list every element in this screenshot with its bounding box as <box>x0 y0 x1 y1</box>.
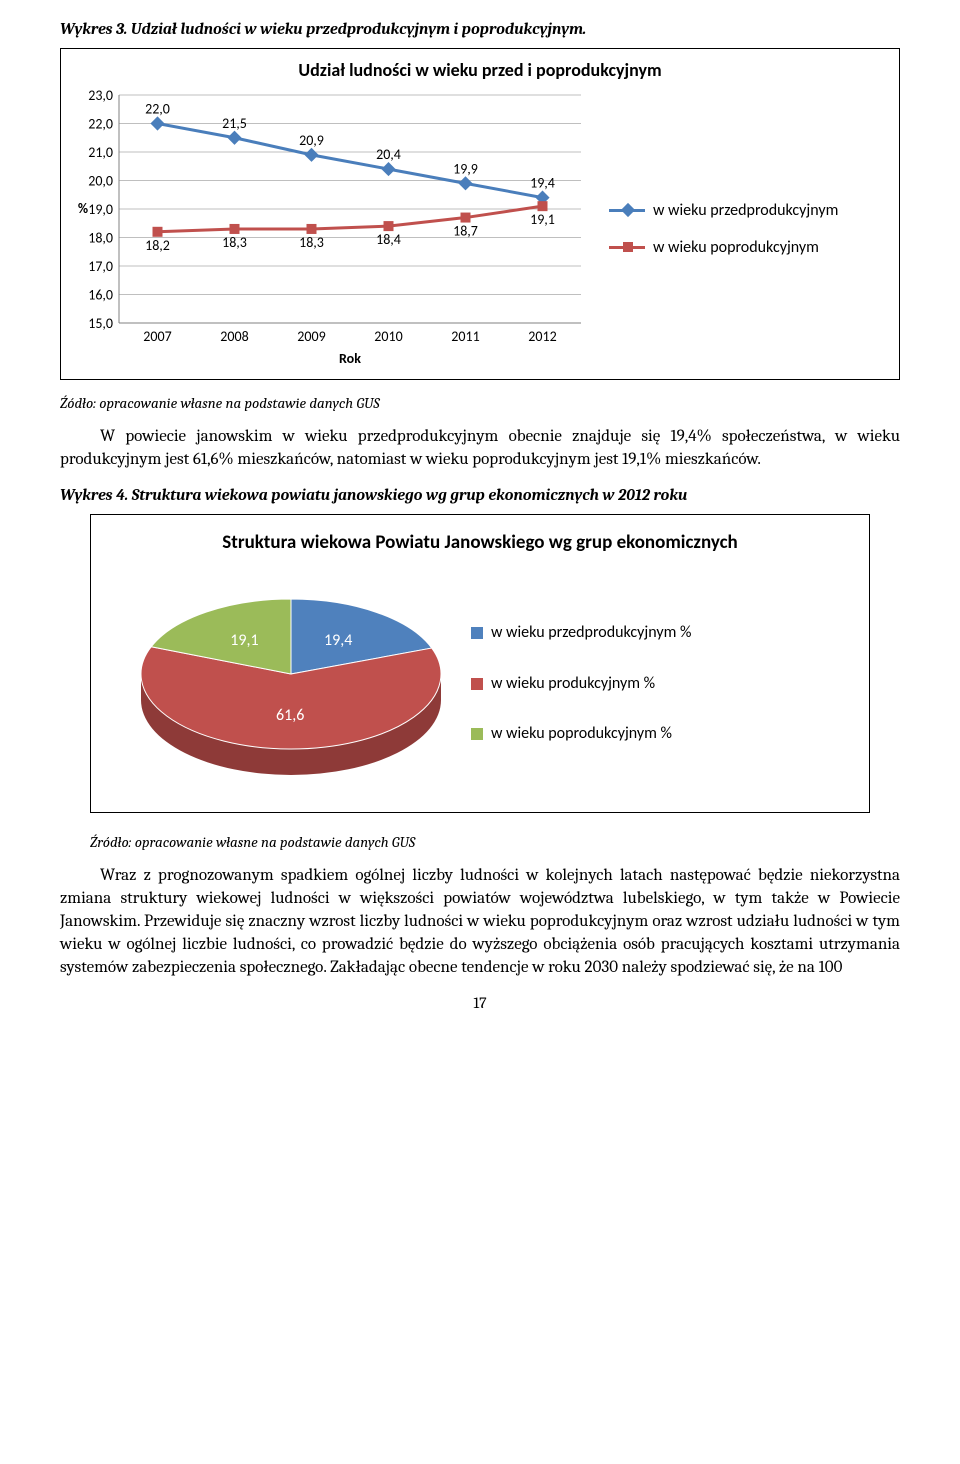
svg-text:22,0: 22,0 <box>88 116 113 133</box>
svg-text:19,0: 19,0 <box>88 201 113 218</box>
diamond-marker-icon <box>621 203 635 217</box>
svg-text:18,2: 18,2 <box>145 237 170 254</box>
svg-text:21,5: 21,5 <box>222 115 247 132</box>
svg-text:20,9: 20,9 <box>299 132 324 149</box>
wykres4-legend: w wieku przedprodukcyjnym % w wieku prod… <box>471 602 691 765</box>
svg-text:Rok: Rok <box>339 350 361 367</box>
svg-text:2009: 2009 <box>297 328 325 345</box>
wykres3-box: Udział ludności w wieku przed i poproduk… <box>60 48 900 380</box>
source-line-1: Źódło: opracowanie własne na podstawie d… <box>60 394 900 412</box>
svg-text:21,0: 21,0 <box>88 144 113 161</box>
pie-legend-item: w wieku poprodukcyjnym % <box>471 715 691 753</box>
paragraph-1: W powiecie janowskim w wieku przedproduk… <box>60 426 900 472</box>
legend-color-icon <box>471 728 483 740</box>
wykres3-legend: w wieku przedprodukcyjnym w wieku poprod… <box>609 183 838 275</box>
wykres4-svg: 19,4 61,6 19,1 <box>111 584 471 784</box>
svg-text:2008: 2008 <box>220 328 248 345</box>
page-number: 17 <box>60 994 900 1012</box>
svg-text:17,0: 17,0 <box>88 258 113 275</box>
legend-color-icon <box>471 678 483 690</box>
svg-text:20,4: 20,4 <box>376 146 401 163</box>
wykres4-box: Struktura wiekowa Powiatu Janowskiego wg… <box>90 514 870 813</box>
svg-text:16,0: 16,0 <box>88 287 113 304</box>
square-marker-icon <box>623 242 633 252</box>
paragraph-2: Wraz z prognozowanym spadkiem ogólnej li… <box>60 865 900 980</box>
svg-text:2012: 2012 <box>528 328 556 345</box>
source-line-2: Źródło: opracowanie własne na podstawie … <box>90 833 900 851</box>
legend-label: w wieku przedprodukcyjnym <box>653 201 838 220</box>
svg-text:19,4: 19,4 <box>530 175 555 192</box>
svg-text:23,0: 23,0 <box>88 89 113 104</box>
legend-color-icon <box>471 627 483 639</box>
wykres3-title: Udział ludności w wieku przed i poproduk… <box>71 59 889 81</box>
wykres4-pie-area: 19,4 61,6 19,1 <box>111 584 471 784</box>
wykres4-title: Struktura wiekowa Powiatu Janowskiego wg… <box>111 531 849 554</box>
svg-text:18,3: 18,3 <box>299 234 324 251</box>
svg-text:19,1: 19,1 <box>230 631 258 650</box>
wykres3-plot-area: 23,0 22,0 21,0 20,0 19,0 18,0 17,0 16,0 15,0 2007… <box>71 89 591 369</box>
svg-text:18,7: 18,7 <box>453 223 478 240</box>
svg-text:%: % <box>78 200 88 217</box>
svg-text:15,0: 15,0 <box>88 315 113 332</box>
svg-text:61,6: 61,6 <box>276 706 304 725</box>
svg-text:18,4: 18,4 <box>376 231 401 248</box>
svg-text:20,0: 20,0 <box>88 173 113 190</box>
legend-label: w wieku poprodukcyjnym <box>653 238 819 257</box>
svg-text:22,0: 22,0 <box>145 101 170 118</box>
pie-legend-item: w wieku produkcyjnym % <box>471 665 691 703</box>
pie-legend-label: w wieku poprodukcyjnym % <box>491 715 672 753</box>
wykres3-caption: Wykres 3. Udział ludności w wieku przedp… <box>60 20 900 38</box>
svg-text:2011: 2011 <box>451 328 479 345</box>
svg-text:2010: 2010 <box>374 328 402 345</box>
svg-text:19,4: 19,4 <box>324 631 352 650</box>
wykres3-svg: 23,0 22,0 21,0 20,0 19,0 18,0 17,0 16,0 15,0 2007… <box>71 89 591 369</box>
svg-text:18,3: 18,3 <box>222 234 247 251</box>
svg-text:18,0: 18,0 <box>88 230 113 247</box>
svg-text:19,9: 19,9 <box>453 160 478 177</box>
pie-legend-label: w wieku przedprodukcyjnym % <box>491 614 691 652</box>
pie-legend-label: w wieku produkcyjnym % <box>491 665 655 703</box>
pie-legend-item: w wieku przedprodukcyjnym % <box>471 614 691 652</box>
svg-text:2007: 2007 <box>143 328 171 345</box>
wykres4-caption: Wykres 4. Struktura wiekowa powiatu jano… <box>60 486 900 504</box>
legend-item-poprodukcyjnym: w wieku poprodukcyjnym <box>609 238 838 257</box>
svg-text:19,1: 19,1 <box>530 211 555 228</box>
legend-item-przedprodukcyjnym: w wieku przedprodukcyjnym <box>609 201 838 220</box>
